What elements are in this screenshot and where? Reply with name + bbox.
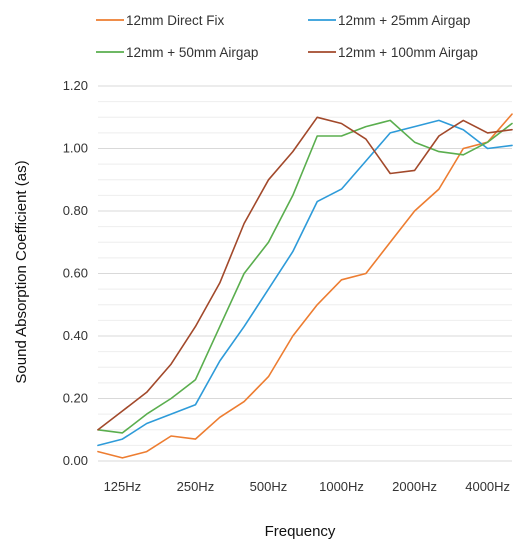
legend-label: 12mm + 25mm Airgap	[338, 13, 470, 28]
legend: 12mm Direct Fix 12mm + 25mm Airgap 12mm + …	[96, 13, 478, 60]
x-tick-label: 2000Hz	[392, 479, 437, 494]
series-line	[97, 119, 513, 447]
y-tick-label: 0.20	[63, 391, 88, 406]
series-line	[97, 113, 513, 459]
x-tick-label: 4000Hz	[465, 479, 510, 494]
y-tick-label: 1.20	[63, 78, 88, 93]
y-tick-label: 0.80	[63, 203, 88, 218]
x-axis-title: Frequency	[265, 523, 336, 540]
x-axis-ticks: 125Hz 250Hz 500Hz 1000Hz 2000Hz 4000Hz	[104, 479, 510, 494]
x-tick-label: 250Hz	[177, 479, 215, 494]
y-tick-label: 0.00	[63, 453, 88, 468]
x-tick-label: 125Hz	[104, 479, 142, 494]
legend-item: 12mm + 25mm Airgap	[308, 13, 470, 28]
legend-label: 12mm Direct Fix	[126, 13, 225, 28]
y-tick-label: 0.60	[63, 266, 88, 281]
legend-item: 12mm Direct Fix	[96, 13, 225, 28]
y-tick-label: 1.00	[63, 141, 88, 156]
y-tick-label: 0.40	[63, 328, 88, 343]
legend-item: 12mm + 50mm Airgap	[96, 45, 258, 60]
series-line	[97, 119, 513, 434]
series-layer	[97, 113, 513, 459]
legend-label: 12mm + 100mm Airgap	[338, 45, 478, 60]
x-tick-label: 1000Hz	[319, 479, 364, 494]
legend-item: 12mm + 100mm Airgap	[308, 45, 478, 60]
y-axis-ticks: 0.00 0.20 0.40 0.60 0.80 1.00 1.20	[63, 78, 88, 468]
legend-label: 12mm + 50mm Airgap	[126, 45, 258, 60]
x-tick-label: 500Hz	[250, 479, 288, 494]
series-line	[97, 116, 513, 431]
y-axis-title: Sound Absorption Coefficient (as)	[13, 160, 30, 383]
